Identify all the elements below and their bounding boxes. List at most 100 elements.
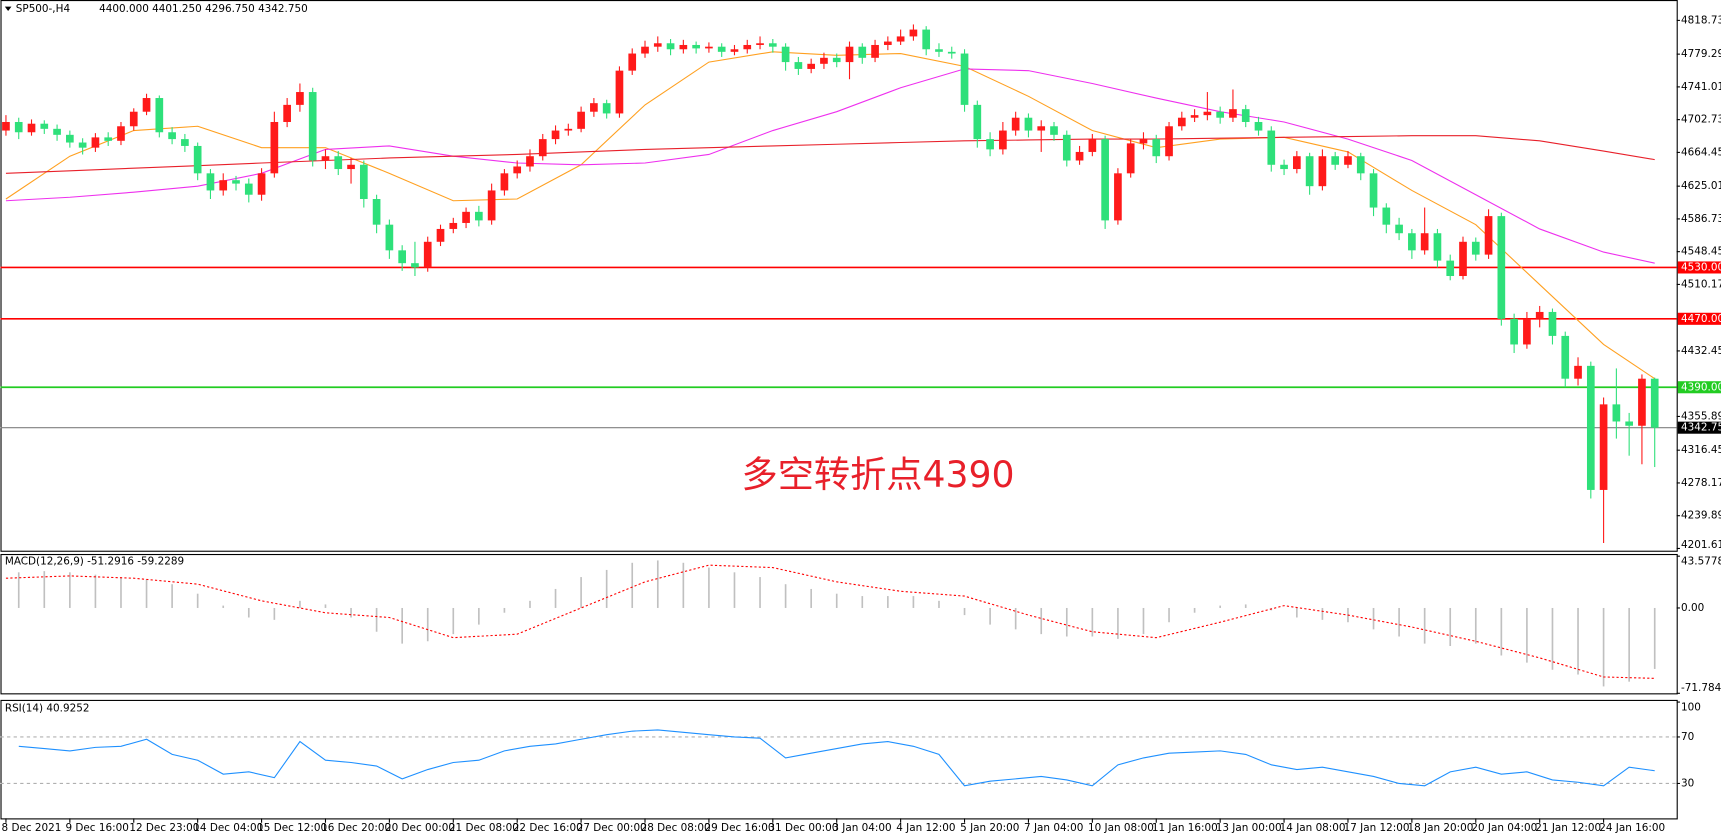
x-tick-label: 8 Dec 2021 xyxy=(2,822,62,834)
candle-body xyxy=(1114,173,1122,221)
candle-body xyxy=(1190,115,1199,118)
candle-body xyxy=(845,46,854,63)
candle-body xyxy=(653,43,662,47)
candle-body xyxy=(359,164,368,200)
candle-body xyxy=(768,43,777,47)
moving-average xyxy=(5,68,1655,264)
candle-body xyxy=(756,43,764,45)
candle-body xyxy=(1101,139,1109,221)
candle-body xyxy=(500,173,509,191)
candle-body xyxy=(475,211,483,221)
candle-body xyxy=(296,92,304,105)
candle-body xyxy=(385,224,394,251)
y-tick-label: 4586.730 xyxy=(1681,213,1721,225)
candle-body xyxy=(666,43,675,50)
panel-frame xyxy=(0,699,1678,820)
candle-body xyxy=(820,57,828,64)
candle-body xyxy=(1471,241,1480,255)
candle-body xyxy=(53,128,61,135)
candle-body xyxy=(1497,216,1506,319)
rsi-title: RSI(14) 40.9252 xyxy=(5,703,90,715)
x-tick-label: 21 Jan 12:00 xyxy=(1535,822,1601,834)
candle-body xyxy=(1356,156,1365,174)
y-tick-label: 4510.170 xyxy=(1681,278,1721,290)
price-level-label: 4342.750 xyxy=(1681,422,1721,434)
candle-body xyxy=(372,199,381,225)
y-tick-label: 100 xyxy=(1681,702,1701,714)
y-tick-label: 4278.170 xyxy=(1681,477,1721,489)
x-tick-label: 9 Dec 16:00 xyxy=(65,822,128,834)
candle-body xyxy=(538,139,547,157)
y-tick-label: 70 xyxy=(1681,731,1694,743)
y-tick-label: 4201.610 xyxy=(1681,539,1721,551)
candle-body xyxy=(1254,121,1263,131)
y-tick-label: 4702.730 xyxy=(1681,114,1721,126)
candle-body xyxy=(232,180,240,184)
candle-body xyxy=(564,128,573,131)
candle-body xyxy=(347,164,355,170)
candle-body xyxy=(1024,117,1033,131)
x-tick-label: 4 Jan 12:00 xyxy=(896,822,955,834)
candle-body xyxy=(2,121,10,131)
panel-frame xyxy=(0,0,1678,552)
candle-body xyxy=(999,130,1007,150)
x-tick-label: 17 Jan 12:00 xyxy=(1344,822,1410,834)
candle-body xyxy=(1369,173,1378,208)
candle-body xyxy=(1459,241,1467,277)
candle-body xyxy=(1216,111,1224,118)
candle-body xyxy=(1165,126,1173,157)
x-tick-label: 12 Dec 23:00 xyxy=(129,822,199,834)
candle-body xyxy=(1331,156,1340,165)
price-level-label: 4390.000 xyxy=(1681,381,1721,393)
candle-body xyxy=(807,63,816,69)
x-tick-label: 10 Jan 08:00 xyxy=(1088,822,1154,834)
x-tick-label: 28 Dec 08:00 xyxy=(641,822,711,834)
candle-body xyxy=(1574,365,1582,379)
candle-body xyxy=(577,111,585,129)
candle-body xyxy=(14,121,23,133)
candle-body xyxy=(1548,311,1557,336)
candle-body xyxy=(40,123,49,129)
symbol-title: SP500-,H4 xyxy=(16,3,71,15)
candle-body xyxy=(935,49,943,52)
moving-average xyxy=(5,135,1655,174)
candle-body xyxy=(1446,260,1455,277)
y-tick-label: 0.00 xyxy=(1681,602,1704,614)
candle-body xyxy=(436,228,445,242)
candle-body xyxy=(423,241,432,268)
candle-body xyxy=(1561,335,1570,379)
candle-body xyxy=(602,103,611,114)
x-tick-label: 18 Jan 20:00 xyxy=(1407,822,1473,834)
candle-body xyxy=(270,121,279,174)
menu-icon xyxy=(4,6,12,11)
candle-body xyxy=(1599,404,1608,490)
candle-body xyxy=(1229,109,1237,118)
x-tick-label: 20 Jan 04:00 xyxy=(1471,822,1537,834)
candle-body xyxy=(781,46,790,63)
y-tick-label: 43.5778 xyxy=(1681,556,1721,568)
candle-body xyxy=(730,49,739,52)
candle-body xyxy=(1011,117,1020,131)
candle-body xyxy=(219,180,228,191)
y-tick-label: 4239.890 xyxy=(1681,510,1721,522)
candle-body xyxy=(705,46,713,49)
y-tick-label: 4664.450 xyxy=(1681,146,1721,158)
x-tick-label: 31 Dec 00:00 xyxy=(768,822,838,834)
price-level-label: 4470.000 xyxy=(1681,313,1721,325)
candle-body xyxy=(1650,378,1659,428)
candle-body xyxy=(960,53,969,105)
candle-body xyxy=(922,29,931,50)
candle-body xyxy=(1050,126,1058,135)
candle-body xyxy=(1625,421,1633,426)
y-tick-label: 30 xyxy=(1681,777,1694,789)
candle-body xyxy=(308,92,317,161)
candle-body xyxy=(1062,134,1071,161)
candle-body xyxy=(411,263,419,268)
candle-body xyxy=(487,190,496,221)
candle-body xyxy=(717,46,726,52)
candle-body xyxy=(628,53,637,71)
candle-body xyxy=(794,62,803,69)
candle-body xyxy=(832,57,841,63)
price-level-tag xyxy=(1677,381,1721,394)
